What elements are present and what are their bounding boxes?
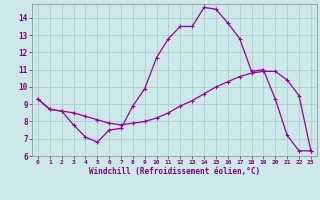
X-axis label: Windchill (Refroidissement éolien,°C): Windchill (Refroidissement éolien,°C) — [89, 167, 260, 176]
